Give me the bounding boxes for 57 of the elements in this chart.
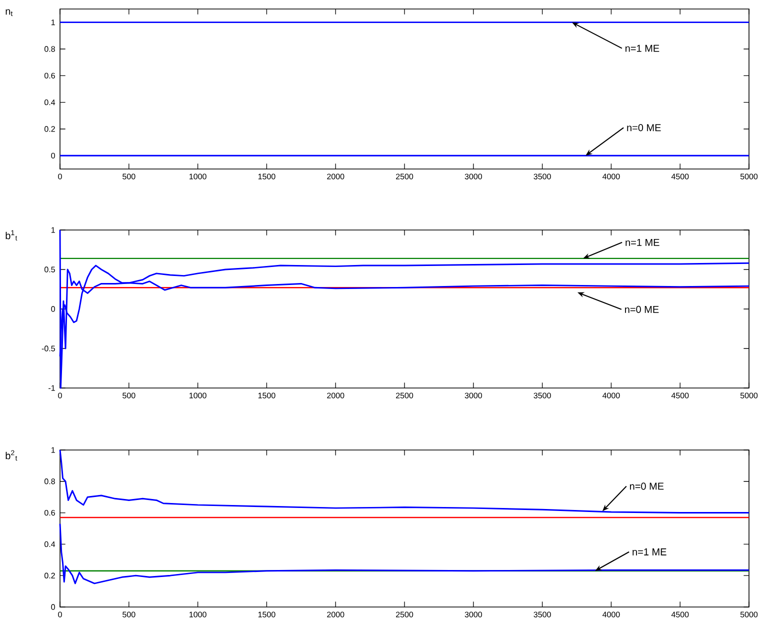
y-tick-label: 1 [51, 227, 55, 233]
x-tick-label: 500 [122, 392, 136, 398]
x-tick-label: 2500 [396, 174, 414, 180]
x-tick-label: 2000 [327, 612, 344, 618]
x-tick-label: 4500 [671, 392, 689, 398]
y-tick-label: 0.2 [44, 126, 55, 132]
x-tick-label: 1500 [258, 392, 276, 398]
y-axis-title: n$_{t}$ [6, 9, 13, 16]
annotation: n=1 ME [632, 548, 666, 556]
y-tick-label: 0.4 [44, 99, 56, 106]
y-tick-label: 0.5 [44, 266, 55, 272]
y-tick-label: 0 [51, 306, 55, 312]
x-tick-label: 500 [122, 174, 136, 180]
y-tick-label: 0 [51, 604, 55, 610]
y-tick-label: 0 [51, 152, 55, 158]
y-tick-label: 0.4 [44, 541, 56, 548]
x-tick-label: 5000 [740, 392, 758, 398]
x-tick-label: 2500 [396, 612, 414, 618]
x-tick-label: 1000 [190, 392, 206, 398]
x-tick-label: 0 [58, 174, 62, 180]
y-tick-label: 0.6 [44, 510, 55, 516]
y-tick-label: 0.8 [44, 46, 55, 52]
x-tick-label: 4000 [602, 392, 620, 398]
x-tick-label: 3500 [534, 612, 551, 618]
x-tick-label: 4500 [671, 174, 689, 180]
x-tick-label: 2000 [327, 174, 344, 180]
y-tick-label: 1 [51, 20, 55, 26]
x-tick-label: 3500 [534, 174, 551, 180]
x-tick-label: 0 [58, 392, 62, 398]
y-tick-label: 0.2 [44, 572, 55, 578]
annotation: n=0 ME [625, 306, 659, 313]
x-tick-label: 5000 [740, 612, 758, 618]
y-tick-label: 0.8 [44, 478, 55, 484]
y-tick-label: 0.6 [44, 72, 55, 78]
annotation: n=0 ME [627, 124, 661, 132]
x-tick-label: 3000 [464, 392, 482, 398]
x-tick-label: 3000 [464, 174, 482, 180]
x-tick-label: 3000 [464, 612, 482, 618]
y-tick-label: 1 [51, 447, 55, 453]
x-tick-label: 0 [58, 612, 62, 618]
y-tick-label: -1 [48, 385, 55, 391]
x-tick-label: 2000 [327, 392, 344, 398]
x-tick-label: 4000 [602, 612, 620, 618]
annotation: n=0 ME [630, 482, 664, 490]
x-tick-label: 1500 [258, 174, 276, 180]
annotation: n=1 ME [626, 44, 660, 52]
x-tick-label: 5000 [740, 174, 758, 180]
x-tick-label: 4000 [602, 174, 620, 180]
x-tick-label: 2500 [396, 392, 414, 398]
y-tick-label: -0.5 [42, 346, 55, 352]
x-tick-label: 1000 [190, 612, 206, 618]
annotation: n=1 ME [626, 238, 660, 246]
x-tick-label: 500 [122, 612, 136, 618]
x-tick-label: 4500 [671, 612, 689, 618]
x-tick-label: 1000 [190, 174, 206, 180]
x-tick-label: 3500 [534, 392, 551, 398]
x-tick-label: 1500 [258, 612, 276, 618]
